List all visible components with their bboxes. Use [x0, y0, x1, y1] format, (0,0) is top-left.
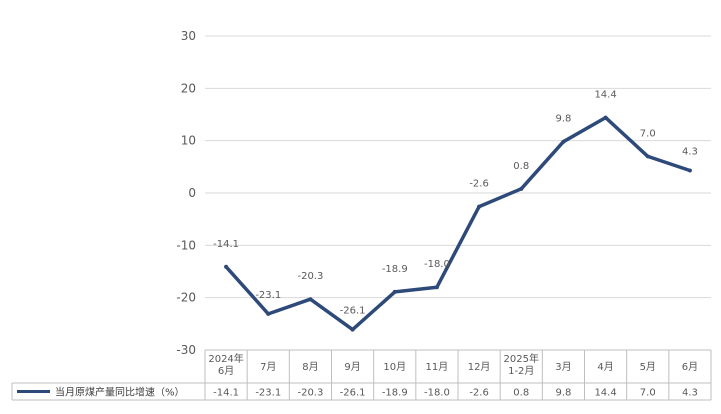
data-label: -26.1 — [340, 306, 366, 317]
category-label: 6月 — [682, 361, 698, 373]
y-tick-label: 0 — [188, 186, 196, 200]
legend-label: 当月原煤产量同比增速（%） — [55, 386, 185, 399]
data-label: -18.9 — [382, 264, 408, 275]
data-label: -18.0 — [424, 259, 450, 270]
data-label: 9.8 — [555, 114, 571, 125]
y-tick-label: 10 — [181, 134, 196, 148]
category-label: 9月 — [344, 361, 360, 373]
table-value: -2.6 — [469, 388, 489, 399]
category-label: 12月 — [468, 361, 491, 373]
category-label: 3月 — [555, 361, 571, 373]
y-tick-label: -20 — [176, 291, 196, 305]
category-label: 6月 — [218, 365, 234, 377]
table-value: 7.0 — [640, 388, 656, 399]
y-tick-label: -10 — [176, 238, 196, 252]
data-label: 14.4 — [594, 90, 616, 101]
data-label: 0.8 — [513, 161, 529, 172]
category-label: 11月 — [426, 361, 449, 373]
category-label: 2024年 — [208, 352, 243, 365]
data-point — [603, 115, 608, 120]
category-label: 1-2月 — [508, 365, 534, 377]
table-value: 4.3 — [682, 388, 698, 399]
y-axis: 30 20 10 0 -10 -20 -30 — [176, 29, 196, 357]
data-point — [434, 285, 439, 290]
table-value: -18.0 — [424, 388, 450, 399]
y-tick-label: -30 — [176, 343, 196, 357]
table-value: -20.3 — [297, 388, 323, 399]
data-point — [392, 289, 397, 294]
table-value: -14.1 — [213, 388, 239, 399]
table-value: 0.8 — [513, 388, 529, 399]
category-label: 5月 — [640, 361, 656, 373]
data-point — [645, 154, 650, 159]
category-label: 2025年 — [504, 352, 539, 365]
table-value: 9.8 — [555, 388, 571, 399]
series-line — [224, 115, 692, 332]
data-point — [350, 327, 355, 332]
category-label: 10月 — [383, 361, 406, 373]
data-point — [519, 186, 524, 191]
category-label: 4月 — [597, 361, 613, 373]
plot-area: -14.1 -23.1 -20.3 -26.1 -18.9 -18.0 -2.6 0.8 9.8… — [213, 90, 698, 332]
y-tick-label: 20 — [181, 81, 196, 95]
category-label: 8月 — [302, 361, 318, 373]
data-point — [224, 264, 229, 269]
y-tick-label: 30 — [181, 29, 196, 43]
data-label: -23.1 — [255, 290, 281, 301]
data-label: -20.3 — [297, 271, 323, 282]
data-point — [561, 139, 566, 144]
data-point — [687, 168, 692, 173]
data-point — [308, 297, 313, 302]
data-label: 7.0 — [640, 128, 656, 139]
table-value: -23.1 — [255, 388, 281, 399]
table-value: -26.1 — [340, 388, 366, 399]
category-label: 7月 — [260, 361, 276, 373]
data-label: -14.1 — [213, 239, 239, 250]
data-label: -2.6 — [469, 179, 489, 190]
data-point — [477, 204, 482, 209]
table-value: -18.9 — [382, 388, 408, 399]
gridlines — [205, 35, 711, 299]
data-point — [266, 311, 271, 316]
table-value: 14.4 — [594, 388, 616, 399]
data-label: 4.3 — [682, 146, 698, 157]
